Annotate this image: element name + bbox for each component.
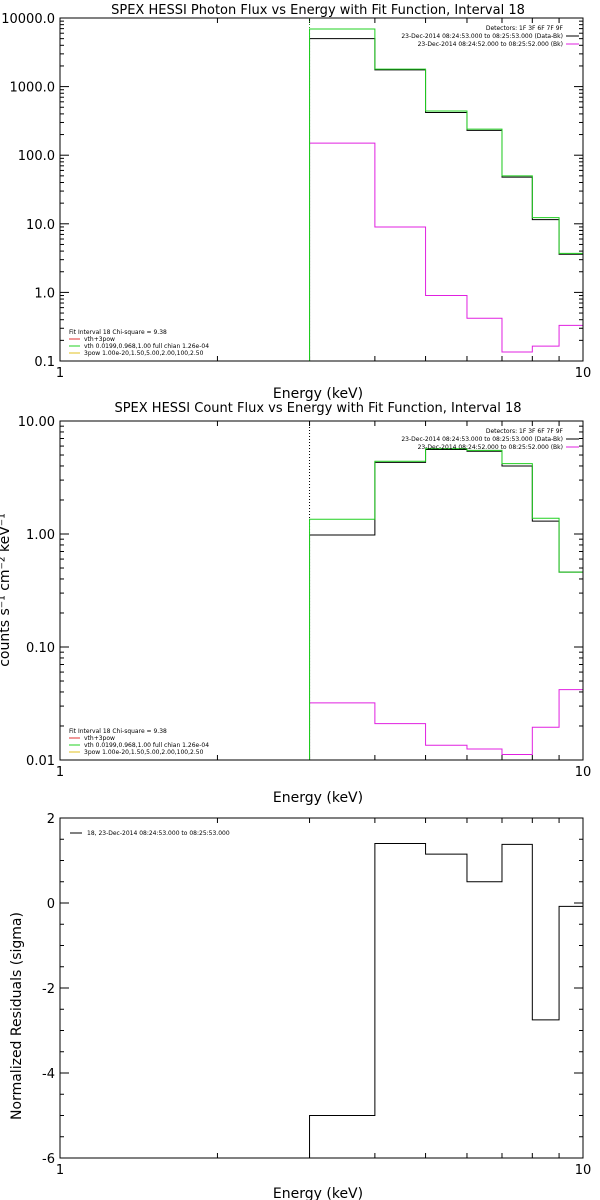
residuals-ytick-label: -2 <box>42 982 55 997</box>
photon-flux-xtick-label: 10 <box>575 366 592 381</box>
count-flux-legend-bl-entry: vth 0.0199,0.968,1.00 full chian 1.26e-0… <box>84 742 209 749</box>
count-flux-ytick-label: 1.00 <box>26 528 55 543</box>
count-flux-legend-bl-entry: 3pow 1.00e-20,1.50,5.00,2.00,100,2.50 <box>84 749 204 756</box>
photon-flux-panel: SPEX HESSI Photon Flux vs Energy with Fi… <box>1 3 591 402</box>
count-flux-xtick-label: 10 <box>575 765 592 780</box>
photon-flux-title: SPEX HESSI Photon Flux vs Energy with Fi… <box>111 3 525 18</box>
photon-flux-legend-bottom-left: Fit Interval 18 Chi-square = 9.38vth+3po… <box>69 329 209 357</box>
residuals-ytick-label: -6 <box>42 1152 55 1167</box>
photon-flux-axes-frame <box>59 17 584 362</box>
photon-flux-series-1-histogram <box>309 142 583 361</box>
count-flux-plot-area: 1 10 0.01 0.10 1.00 10.00 <box>18 415 591 780</box>
residuals-legend: 18, 23-Dec-2014 08:24:53.000 to 08:25:53… <box>70 830 230 837</box>
photon-flux-ytick-label: 10000.0 <box>1 12 55 27</box>
count-flux-ytick-label: 0.10 <box>26 641 55 656</box>
count-flux-series-1-histogram <box>309 689 583 760</box>
residuals-panel: Normalized Residuals (sigma) 1 10 -6 -4 -2 0 2… <box>9 812 591 1200</box>
residuals-ytick-label: 2 <box>47 812 55 827</box>
residuals-series-0-histogram <box>309 843 583 1158</box>
residuals-ylabel: Normalized Residuals (sigma) <box>9 912 25 1120</box>
residuals-legend-entry: 18, 23-Dec-2014 08:24:53.000 to 08:25:53… <box>87 830 230 837</box>
photon-flux-legend-bl-entry: vth 0.0199,0.968,1.00 full chian 1.26e-0… <box>84 343 209 350</box>
photon-flux-xtick-label: 1 <box>56 366 64 381</box>
residuals-axes-frame <box>59 817 584 1159</box>
photon-flux-legend-bl-entry: 3pow 1.00e-20,1.50,5.00,2.00,100,2.50 <box>84 350 204 357</box>
photon-flux-series-0-histogram <box>309 38 583 361</box>
photon-flux-series-2-histogram <box>309 28 583 361</box>
photon-flux-ytick-label: 10.0 <box>26 218 55 233</box>
count-flux-series-2-histogram <box>309 448 583 760</box>
count-flux-legend-bl-entry: Fit Interval 18 Chi-square = 9.38 <box>69 728 167 735</box>
photon-flux-plot-area: 1 10 0.1 1.0 10.0 100.0 1000.0 10000.0 <box>1 12 591 381</box>
count-flux-series-0-histogram <box>309 448 583 760</box>
count-flux-xtick-label: 1 <box>56 765 64 780</box>
count-flux-legend-bottom-left: Fit Interval 18 Chi-square = 9.38vth+3po… <box>69 728 209 756</box>
count-flux-legend-tr-entry: 23-Dec-2014 08:24:52.000 to 08:25:52.000… <box>418 444 563 451</box>
photon-flux-legend-bl-entry: Fit Interval 18 Chi-square = 9.38 <box>69 329 167 336</box>
photon-flux-xlabel: Energy (keV) <box>273 386 363 402</box>
photon-flux-legend-tr-entry: 23-Dec-2014 08:24:52.000 to 08:25:52.000… <box>418 41 563 48</box>
photon-flux-ytick-label: 1.0 <box>34 286 55 301</box>
count-flux-legend-tr-entry: Detectors: 1F 3F 6F 7F 9F <box>486 428 564 435</box>
count-flux-xlabel: Energy (keV) <box>273 790 363 806</box>
count-flux-ytick-label: 10.00 <box>18 415 55 430</box>
photon-flux-ytick-label: 1000.0 <box>10 81 56 96</box>
count-flux-title: SPEX HESSI Count Flux vs Energy with Fit… <box>114 401 521 416</box>
photon-flux-legend-bl-entry: vth+3pow <box>84 336 115 343</box>
photon-flux-legend-tr-entry: Detectors: 1F 3F 6F 7F 9F <box>486 25 564 32</box>
count-flux-legend-bl-entry: vth+3pow <box>84 735 115 742</box>
residuals-ytick-label: 0 <box>47 897 55 912</box>
photon-flux-ytick-label: 100.0 <box>18 149 55 164</box>
count-flux-ylabel: counts s⁻¹ cm⁻² keV⁻¹ <box>0 513 13 667</box>
residuals-ytick-label: -4 <box>42 1067 55 1082</box>
count-flux-axes-frame <box>59 420 584 761</box>
count-flux-panel: SPEX HESSI Count Flux vs Energy with Fit… <box>0 401 591 806</box>
residuals-xtick-label: 1 <box>56 1163 64 1178</box>
residuals-xtick-label: 10 <box>575 1163 592 1178</box>
residuals-plot-area: 1 10 -6 -4 -2 0 2 <box>42 812 591 1178</box>
residuals-xlabel: Energy (keV) <box>273 1186 363 1200</box>
count-flux-legend-tr-entry: 23-Dec-2014 08:24:53.000 to 08:25:53.000… <box>401 436 563 443</box>
photon-flux-ytick-label: 0.1 <box>34 355 55 370</box>
count-flux-ytick-label: 0.01 <box>26 754 55 769</box>
photon-flux-legend-tr-entry: 23-Dec-2014 08:24:53.000 to 08:25:53.000… <box>401 33 563 40</box>
